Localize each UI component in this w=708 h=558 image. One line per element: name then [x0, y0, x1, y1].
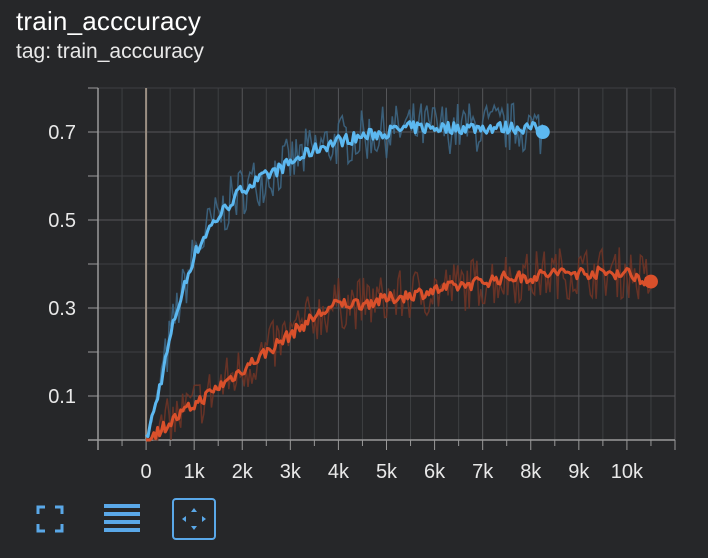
series-layer[interactable] — [145, 102, 658, 442]
x-tick-label: 2k — [232, 461, 254, 478]
lines-icon — [104, 504, 140, 532]
y-tick-label: 0.1 — [48, 386, 76, 408]
fit-domain-button[interactable] — [172, 498, 216, 540]
y-tick-label: 0.3 — [48, 298, 76, 320]
fit-domain-icon — [182, 508, 206, 530]
x-tick-label: 0 — [141, 461, 152, 478]
y-tick-label: 0.7 — [48, 122, 76, 144]
run_orange-line[interactable] — [146, 265, 652, 442]
fullscreen-button[interactable] — [28, 498, 72, 540]
x-tick-label: 8k — [520, 461, 542, 478]
run_orange-endpoint[interactable] — [643, 274, 658, 289]
run_blue-line[interactable] — [145, 120, 544, 439]
line-chart[interactable]: 0 1k 2k 3k 4k 5k 6k 7k 8k 9k 10k 0.1 0.3 0.5 0.7 — [0, 78, 708, 478]
x-tick-label: 5k — [376, 461, 398, 478]
x-tick-label: 7k — [472, 461, 494, 478]
axes-layer — [88, 87, 676, 450]
x-tick-label: 10k — [611, 461, 644, 478]
x-tick-label: 4k — [328, 461, 350, 478]
x-tick-label: 6k — [424, 461, 446, 478]
x-tick-label: 3k — [280, 461, 302, 478]
fullscreen-icon — [36, 505, 64, 533]
grid-layer — [97, 87, 676, 440]
run_blue-endpoint[interactable] — [535, 125, 550, 139]
tick-labels: 0 1k 2k 3k 4k 5k 6k 7k 8k 9k 10k 0.1 0.3 0.5 0.7 — [48, 122, 644, 478]
chart-tag: tag: train_acccuracy — [16, 40, 204, 63]
run_orange-raw-line[interactable] — [145, 247, 651, 441]
toggle-log-scale-button[interactable] — [100, 498, 144, 540]
y-tick-label: 0.5 — [48, 210, 76, 232]
chart-title: train_acccuracy — [16, 6, 202, 36]
run_blue-raw-line[interactable] — [145, 102, 544, 441]
x-tick-label: 9k — [568, 461, 590, 478]
x-tick-label: 1k — [184, 461, 206, 478]
chart-toolbar — [28, 498, 216, 540]
